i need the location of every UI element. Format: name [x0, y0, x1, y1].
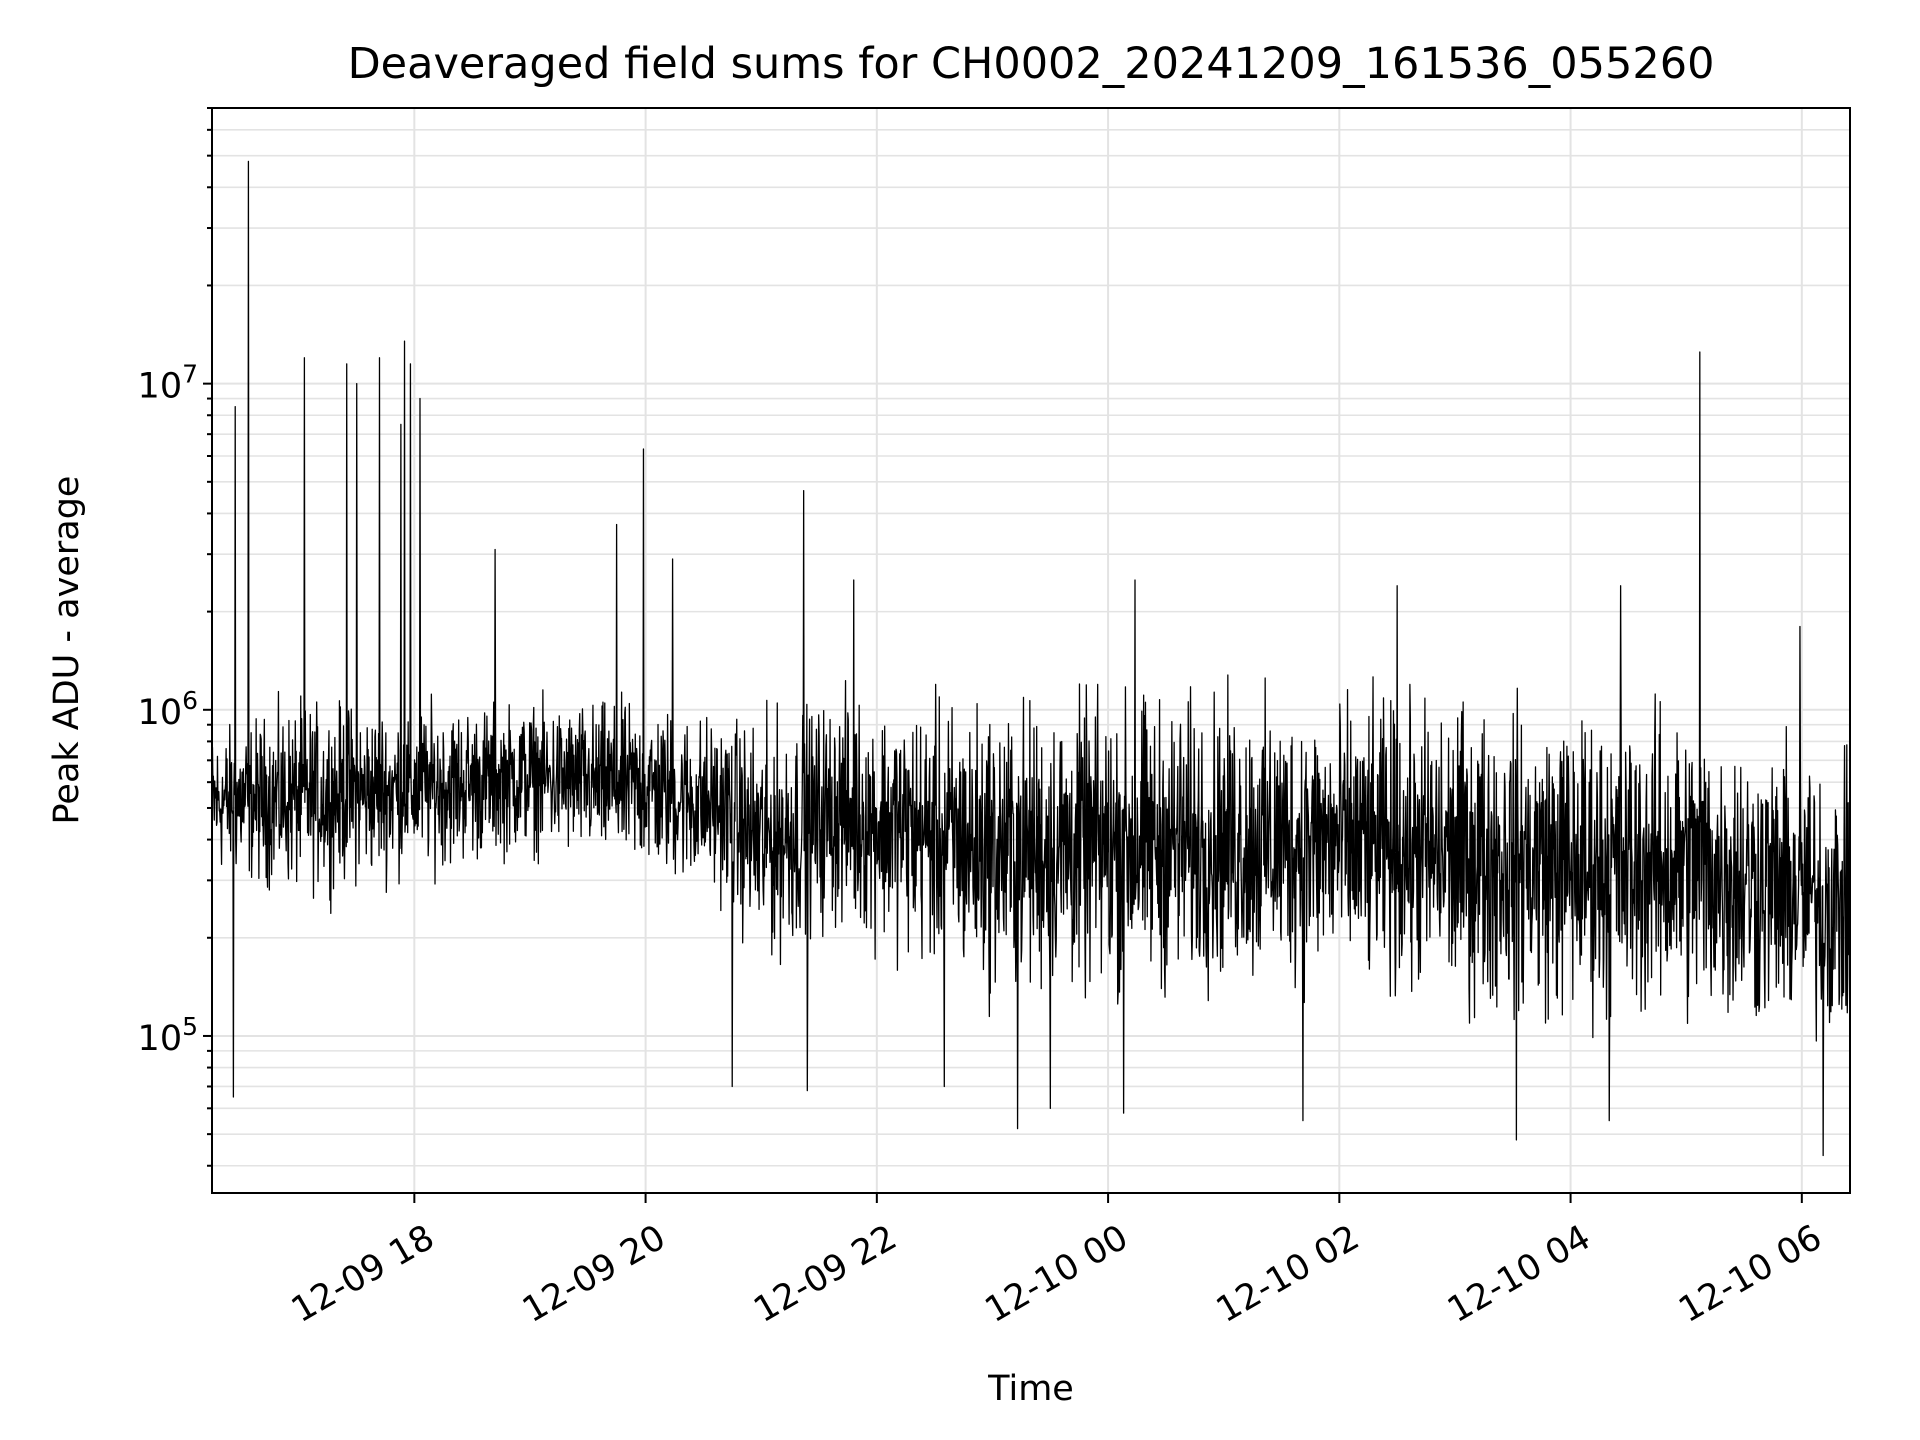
y-tick-exponent: 7	[182, 360, 198, 389]
y-tick-label: 107	[138, 360, 198, 407]
y-tick-label: 105	[138, 1012, 198, 1059]
series-line	[211, 160, 1851, 1157]
y-tick-label: 106	[138, 686, 198, 733]
y-tick-exponent: 5	[182, 1012, 198, 1041]
y-tick-base: 10	[138, 1019, 183, 1059]
y-axis-label: Peak ADU - average	[47, 476, 87, 825]
y-tick-base: 10	[138, 693, 183, 733]
plot-frame	[211, 107, 1851, 1194]
chart-title: Deaveraged field sums for CH0002_2024120…	[348, 39, 1715, 89]
y-tick-base: 10	[138, 367, 183, 407]
y-tick-exponent: 6	[182, 686, 198, 715]
x-axis-label: Time	[987, 1369, 1074, 1409]
data-series	[211, 160, 1851, 1157]
